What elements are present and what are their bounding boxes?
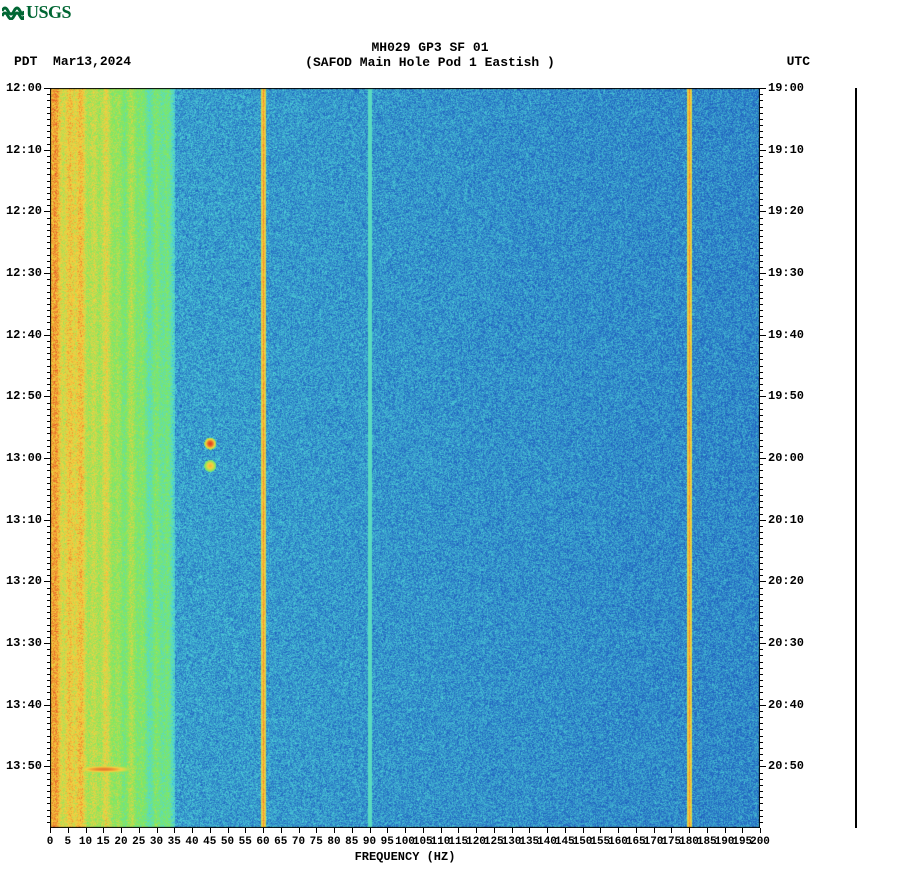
x-tick: 65 [274,836,287,848]
x-tick: 60 [256,836,269,848]
y-right-tick: 19:30 [768,266,804,280]
x-tick: 35 [168,836,181,848]
y-left-tick: 12:50 [6,389,42,403]
x-tick: 20 [114,836,127,848]
x-tick: 85 [345,836,358,848]
x-tick: 70 [292,836,305,848]
y-left-tick: 12:20 [6,204,42,218]
y-right-tick: 20:20 [768,574,804,588]
y-left-tick: 13:00 [6,451,42,465]
y-left-tick: 13:20 [6,574,42,588]
x-tick: 50 [221,836,234,848]
utc-tz: UTC [787,54,810,69]
x-tick: 80 [327,836,340,848]
y-left-tick: 13:40 [6,698,42,712]
y-right-tick: 20:00 [768,451,804,465]
x-tick: 95 [381,836,394,848]
plot-header: MH029 GP3 SF 01 (SAFOD Main Hole Pod 1 E… [0,40,860,70]
wave-icon [2,6,24,20]
y-right-tick: 19:50 [768,389,804,403]
y-left-tick: 12:10 [6,143,42,157]
x-tick: 0 [47,836,54,848]
y-right-tick: 20:10 [768,513,804,527]
x-tick: 10 [79,836,92,848]
x-tick: 40 [185,836,198,848]
y-right-tick: 19:00 [768,81,804,95]
x-tick: 15 [97,836,110,848]
spectrogram-plot [50,88,760,828]
x-tick: 30 [150,836,163,848]
x-tick: 55 [239,836,252,848]
x-tick: 75 [310,836,323,848]
right-border [855,88,857,828]
usgs-logo: USGS [2,2,71,23]
y-right-tick: 19:10 [768,143,804,157]
x-axis: FREQUENCY (HZ) 05 10 15 20 25 30 35 40 45 50 55 60 6… [50,828,760,868]
y-left-tick: 13:10 [6,513,42,527]
x-axis-label: FREQUENCY (HZ) [50,850,760,864]
x-tick: 25 [132,836,145,848]
y-left-tick: 12:40 [6,328,42,342]
local-tz: PDT Mar13,2024 [14,54,131,69]
y-left-tick: 13:30 [6,636,42,650]
y-right-tick: 19:40 [768,328,804,342]
y-left-tick: 12:30 [6,266,42,280]
x-tick: 5 [64,836,71,848]
y-right-tick: 20:40 [768,698,804,712]
x-tick: 200 [750,836,770,848]
y-axis-left: 12:0012:1012:2012:3012:4012:5013:0013:10… [0,88,50,828]
station-id: MH029 GP3 SF 01 [0,40,860,55]
spectrogram-canvas [50,88,760,828]
y-right-tick: 19:20 [768,204,804,218]
y-right-tick: 20:30 [768,636,804,650]
y-left-tick: 12:00 [6,81,42,95]
y-right-tick: 20:50 [768,759,804,773]
x-tick: 90 [363,836,376,848]
y-left-tick: 13:50 [6,759,42,773]
y-axis-right: 19:0019:1019:2019:3019:4019:5020:0020:10… [760,88,810,828]
logo-text: USGS [26,2,71,23]
x-tick: 45 [203,836,216,848]
